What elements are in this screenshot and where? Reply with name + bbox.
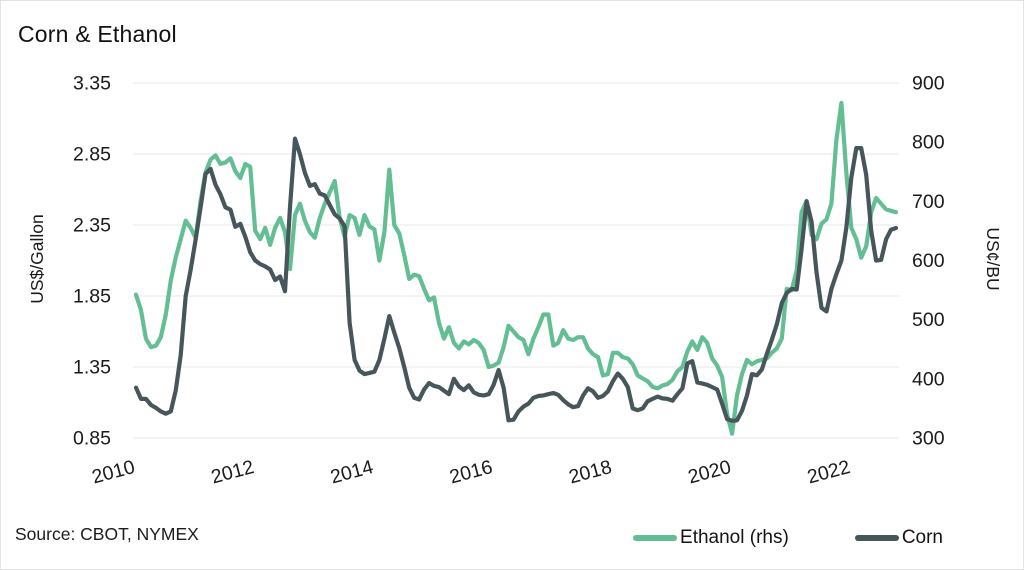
legend-item-corn: Corn <box>854 527 943 549</box>
y-axis-tick-right: 500 <box>912 309 945 331</box>
x-axis-tick: 2016 <box>447 456 495 488</box>
y-axis-title-left: US$/Gallon <box>27 214 47 304</box>
x-axis-tick: 2012 <box>209 456 257 488</box>
x-axis-tick: 2022 <box>805 456 853 488</box>
y-axis-tick-right: 900 <box>912 73 945 95</box>
y-axis-tick-left: 0.85 <box>73 428 111 450</box>
y-axis-tick-left: 3.35 <box>73 73 111 95</box>
legend-item-ethanol: Ethanol (rhs) <box>633 527 789 549</box>
legend-label-corn: Corn <box>901 527 943 548</box>
ethanol-swatch <box>633 535 678 541</box>
source-note: Source: CBOT, NYMEX <box>15 524 199 544</box>
legend-label-ethanol: Ethanol (rhs) <box>680 527 789 548</box>
y-axis-tick-right: 700 <box>912 191 945 213</box>
legend: Ethanol (rhs) Corn <box>633 527 943 549</box>
x-axis-tick: 2010 <box>90 456 138 489</box>
x-axis-tick: 2020 <box>686 456 734 489</box>
page-title: Corn & Ethanol <box>18 21 177 47</box>
y-axis-tick-right: 600 <box>912 250 945 272</box>
x-axis-tick: 2014 <box>328 456 376 489</box>
series-line-corn <box>133 136 899 423</box>
y-axis-tick-left: 2.85 <box>73 144 111 166</box>
y-axis-tick-right: 800 <box>912 132 945 154</box>
x-axis-tick: 2018 <box>567 456 615 488</box>
y-axis-title-right: US¢/BU <box>983 227 1003 290</box>
corn-swatch <box>854 535 899 541</box>
y-axis-tick-left: 1.85 <box>73 286 111 308</box>
y-axis-tick-right: 300 <box>912 428 945 450</box>
series-line-ethanol <box>133 100 899 436</box>
y-axis-tick-left: 1.35 <box>73 357 111 379</box>
y-axis-tick-right: 400 <box>912 368 945 390</box>
y-axis-tick-left: 2.35 <box>73 215 111 237</box>
